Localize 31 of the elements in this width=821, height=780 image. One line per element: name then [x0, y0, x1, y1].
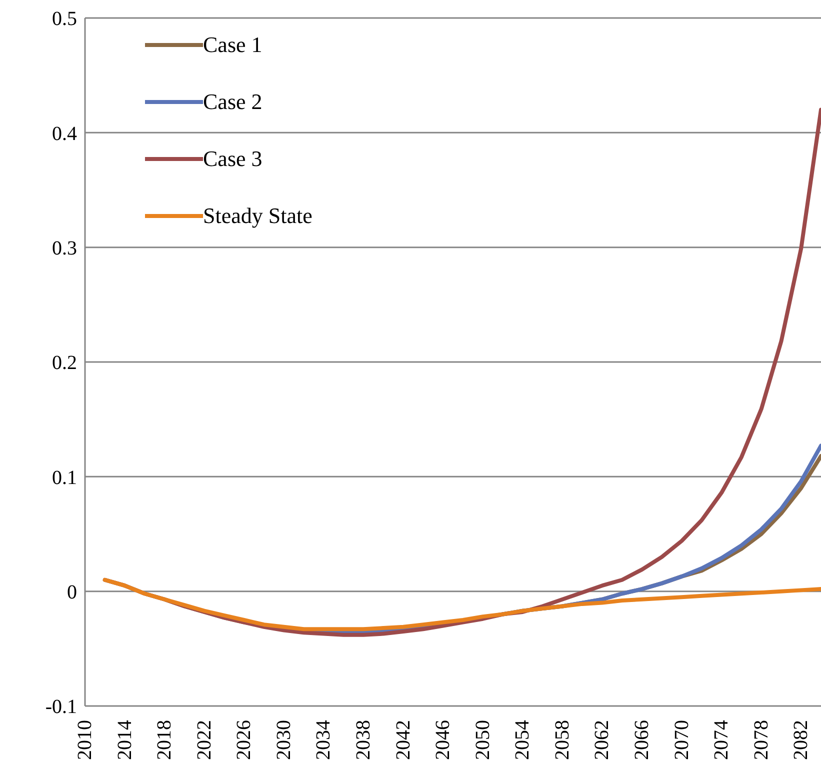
x-tick-label: 2050 [472, 720, 494, 760]
legend-label: Case 2 [203, 88, 262, 114]
x-tick-label: 2022 [193, 720, 216, 760]
x-tick-label: 2026 [233, 720, 256, 760]
x-tick-label: 2010 [74, 720, 96, 760]
y-tick-label: 0.4 [52, 122, 77, 145]
x-tick-label: 2014 [114, 720, 136, 760]
x-tick-label: 2074 [710, 720, 733, 760]
x-tick-label: 2082 [790, 720, 812, 760]
x-tick-label: 2078 [750, 720, 772, 760]
x-tick-label: 2038 [352, 720, 374, 760]
y-tick-label: -0.1 [45, 696, 77, 718]
x-tick-label: 2070 [670, 720, 693, 760]
x-tick-label: 2054 [512, 720, 534, 760]
y-tick-label: 0.5 [52, 8, 77, 30]
legend-label: Case 1 [203, 32, 262, 58]
x-tick-label: 2058 [551, 720, 574, 760]
x-tick-label: 2018 [154, 720, 176, 760]
y-tick-label: 0.3 [52, 237, 77, 260]
y-tick-label: 0.1 [52, 466, 77, 489]
x-tick-label: 2034 [312, 720, 335, 760]
y-tick-label: 0 [67, 581, 77, 604]
y-tick-label: 0.2 [52, 352, 77, 374]
x-tick-label: 2042 [392, 720, 414, 760]
legend-label: Steady State [203, 202, 312, 228]
line-series [102, 578, 821, 632]
x-tick-label: 2046 [432, 720, 454, 760]
x-tick-label: 2062 [591, 720, 614, 760]
legend-label: Case 3 [203, 146, 262, 172]
x-tick-label: 2066 [630, 720, 653, 760]
x-tick-label: 2030 [272, 720, 295, 760]
